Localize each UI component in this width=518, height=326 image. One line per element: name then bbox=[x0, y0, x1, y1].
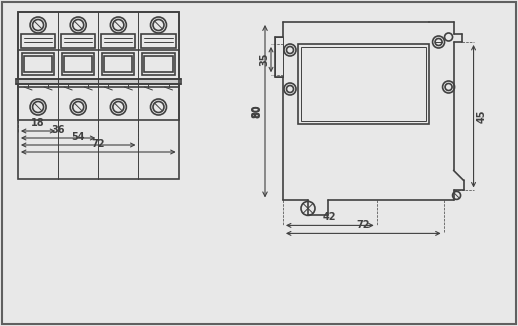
Bar bbox=[142, 53, 175, 75]
Bar bbox=[102, 53, 134, 75]
Bar bbox=[16, 79, 181, 84]
Text: 54: 54 bbox=[71, 132, 85, 142]
Bar bbox=[145, 56, 172, 72]
Text: 72: 72 bbox=[356, 220, 370, 230]
Text: 35: 35 bbox=[259, 53, 269, 67]
Bar bbox=[275, 37, 283, 77]
Bar bbox=[18, 12, 179, 179]
Text: 36: 36 bbox=[51, 125, 65, 135]
Text: 80: 80 bbox=[251, 104, 261, 118]
Bar bbox=[18, 12, 179, 120]
Bar bbox=[298, 44, 428, 124]
Bar bbox=[21, 34, 55, 48]
Bar bbox=[62, 53, 94, 75]
Text: 45: 45 bbox=[477, 110, 486, 123]
Bar bbox=[22, 53, 54, 75]
Bar bbox=[64, 56, 92, 72]
Bar bbox=[301, 47, 426, 121]
Bar bbox=[24, 56, 52, 72]
Text: 18: 18 bbox=[31, 118, 45, 128]
Bar bbox=[102, 34, 135, 48]
Bar bbox=[61, 34, 95, 48]
Bar bbox=[104, 56, 133, 72]
Bar bbox=[141, 34, 176, 48]
Text: 80: 80 bbox=[252, 104, 262, 118]
Text: 72: 72 bbox=[92, 139, 105, 149]
Text: 42: 42 bbox=[323, 213, 337, 222]
